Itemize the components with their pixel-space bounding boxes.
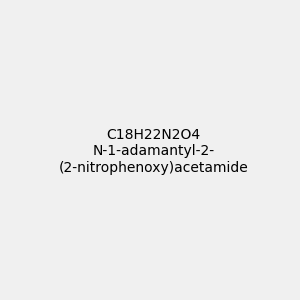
Text: C18H22N2O4
N-1-adamantyl-2-
(2-nitrophenoxy)acetamide: C18H22N2O4 N-1-adamantyl-2- (2-nitrophen… — [59, 128, 249, 175]
